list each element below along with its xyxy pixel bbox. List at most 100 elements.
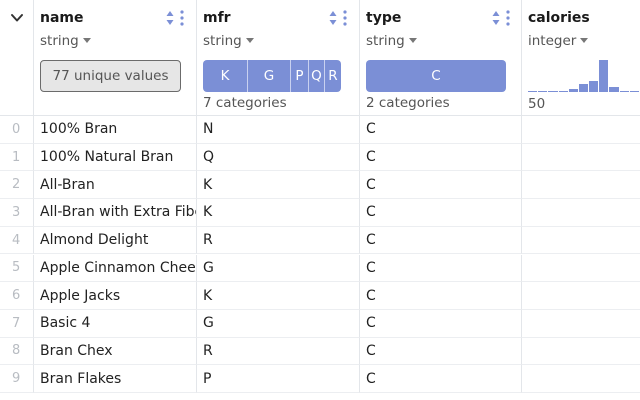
category-segment[interactable]: Q: [309, 60, 325, 92]
cell-name[interactable]: Apple Cinnamon Cheerios: [34, 254, 197, 283]
category-count: 7 categories: [203, 95, 287, 111]
cell-mfr[interactable]: K: [197, 282, 360, 310]
cell-name[interactable]: Bran Flakes: [34, 365, 197, 393]
caret-down-icon: [82, 37, 91, 43]
histogram-bar: [548, 90, 558, 92]
cell-name[interactable]: Basic 4: [34, 309, 197, 338]
column-name: calories: [528, 10, 590, 26]
dtype-selector[interactable]: string: [40, 33, 91, 49]
table-row[interactable]: 6 Apple Jacks K C: [0, 282, 640, 310]
column-menu-icon[interactable]: [505, 9, 511, 27]
cell-name[interactable]: 100% Natural Bran: [34, 143, 197, 172]
row-index: 1: [0, 143, 34, 172]
unique-values-label: 77 unique values: [52, 68, 169, 84]
table-row[interactable]: 0 100% Bran N C: [0, 116, 640, 144]
table-row[interactable]: 1 100% Natural Bran Q C: [0, 143, 640, 172]
histogram-bar: [568, 89, 578, 92]
cell-type[interactable]: C: [360, 282, 522, 310]
cell-calories[interactable]: [522, 310, 640, 338]
cell-type[interactable]: C: [360, 365, 522, 393]
column-header-calories[interactable]: calories integer 50: [522, 0, 640, 116]
cell-mfr[interactable]: K: [197, 199, 360, 227]
histogram-bar: [599, 60, 609, 92]
histogram-bar: [528, 90, 538, 92]
cell-type[interactable]: C: [360, 143, 522, 172]
cell-name[interactable]: 100% Bran: [34, 116, 197, 144]
table-row[interactable]: 2 All-Bran K C: [0, 171, 640, 200]
cell-mfr[interactable]: Q: [197, 143, 360, 172]
sort-icon[interactable]: [491, 9, 501, 27]
cell-type[interactable]: C: [360, 199, 522, 227]
cell-mfr[interactable]: G: [197, 254, 360, 283]
cell-name[interactable]: All-Bran: [34, 171, 197, 200]
category-count: 2 categories: [366, 95, 450, 111]
cell-mfr[interactable]: R: [197, 226, 360, 255]
cell-calories[interactable]: [522, 365, 640, 393]
cell-type[interactable]: C: [360, 337, 522, 366]
histogram-bar: [558, 91, 568, 92]
cell-calories[interactable]: [522, 282, 640, 310]
cell-name[interactable]: Bran Chex: [34, 337, 197, 366]
dtype-selector[interactable]: string: [203, 33, 254, 49]
caret-down-icon: [408, 37, 417, 43]
histogram-bar: [589, 81, 599, 92]
table-row[interactable]: 9 Bran Flakes P C: [0, 365, 640, 393]
cell-mfr[interactable]: P: [197, 365, 360, 393]
cell-type[interactable]: C: [360, 226, 522, 255]
cell-type[interactable]: C: [360, 116, 522, 144]
cell-type[interactable]: C: [360, 171, 522, 200]
histogram-bar: [578, 84, 589, 92]
category-segment[interactable]: C: [431, 68, 441, 84]
cell-type[interactable]: C: [360, 309, 522, 338]
cell-mfr[interactable]: R: [197, 337, 360, 366]
cell-name[interactable]: Apple Jacks: [34, 282, 197, 310]
cell-mfr[interactable]: G: [197, 309, 360, 338]
cell-mfr[interactable]: K: [197, 171, 360, 200]
row-index: 2: [0, 171, 34, 200]
cell-calories[interactable]: [522, 116, 640, 144]
dtype-selector[interactable]: string: [366, 33, 417, 49]
column-header-type[interactable]: type string C 2 categories: [360, 0, 522, 116]
column-header-name[interactable]: name string 77 unique values: [34, 0, 197, 116]
cell-calories[interactable]: [522, 199, 640, 227]
category-segment[interactable]: G: [248, 60, 291, 92]
category-segment[interactable]: P: [291, 60, 309, 92]
cell-name[interactable]: All-Bran with Extra Fiber: [34, 199, 197, 227]
cell-calories[interactable]: [522, 255, 640, 283]
category-distribution-bar: C: [366, 60, 506, 92]
cell-calories[interactable]: [522, 227, 640, 255]
column-menu-icon[interactable]: [342, 9, 348, 27]
column-name: type: [366, 10, 402, 26]
dtype-selector[interactable]: integer: [528, 33, 589, 49]
cell-type[interactable]: C: [360, 254, 522, 283]
cell-calories[interactable]: [522, 144, 640, 172]
histogram-bar: [609, 86, 619, 92]
chevron-down-icon[interactable]: [9, 10, 25, 26]
row-index: 5: [0, 254, 34, 283]
row-index: 7: [0, 309, 34, 338]
table-row[interactable]: 8 Bran Chex R C: [0, 337, 640, 366]
histogram-min-label: 50: [528, 96, 546, 112]
cell-mfr[interactable]: N: [197, 116, 360, 144]
table-row[interactable]: 4 Almond Delight R C: [0, 226, 640, 255]
category-segment[interactable]: K: [203, 60, 248, 92]
dtype-label: string: [203, 33, 242, 49]
sort-icon[interactable]: [165, 9, 175, 27]
column-menu-icon[interactable]: [179, 9, 185, 27]
histogram-bar: [619, 90, 629, 92]
column-name: name: [40, 10, 84, 26]
dtype-label: string: [366, 33, 405, 49]
category-segment[interactable]: R: [328, 68, 338, 84]
cell-name[interactable]: Almond Delight: [34, 226, 197, 255]
cell-calories[interactable]: [522, 171, 640, 200]
sort-icon[interactable]: [328, 9, 338, 27]
row-index: 6: [0, 282, 34, 310]
table-row[interactable]: 3 All-Bran with Extra Fiber K C: [0, 199, 640, 227]
cell-calories[interactable]: [522, 338, 640, 366]
row-index: 8: [0, 337, 34, 366]
